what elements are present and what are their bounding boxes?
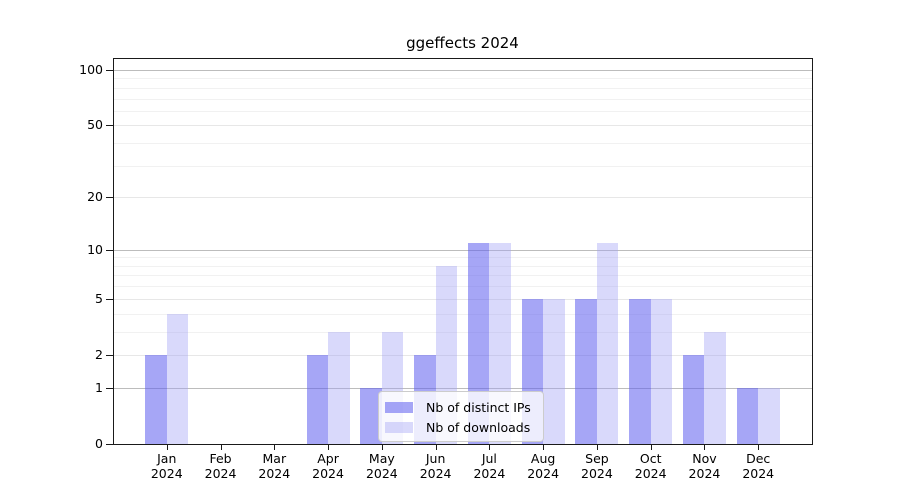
x-tick-label: Aug 2024 bbox=[503, 451, 583, 481]
x-tick-label: Oct 2024 bbox=[611, 451, 691, 481]
x-tick-year: 2024 bbox=[204, 466, 237, 481]
y-tick-label: 100 bbox=[79, 62, 103, 77]
x-tick-month: Dec bbox=[746, 451, 771, 466]
y-tick-label: 20 bbox=[87, 189, 103, 205]
gridline bbox=[113, 298, 812, 300]
bar-distinct-ips bbox=[360, 387, 382, 444]
legend-item-distinct-ips: Nb of distinct IPs bbox=[385, 397, 535, 417]
x-tick-label: Mar 2024 bbox=[234, 451, 314, 481]
y-tick-label: 10 bbox=[87, 241, 103, 257]
legend: Nb of distinct IPs Nb of downloads bbox=[378, 391, 544, 442]
minor-gridline bbox=[113, 165, 812, 167]
bar-distinct-ips bbox=[306, 354, 329, 444]
y-tick-mark bbox=[106, 444, 113, 445]
legend-swatch-distinct-ips-icon bbox=[385, 401, 413, 413]
y-tick-mark bbox=[106, 197, 113, 199]
x-tick-label: Feb 2024 bbox=[181, 451, 261, 481]
x-tick-month: Jul bbox=[481, 451, 497, 466]
y-tick-label: 5 bbox=[95, 290, 103, 306]
legend-label-distinct-ips: Nb of distinct IPs bbox=[426, 399, 531, 415]
minor-gridline bbox=[113, 331, 812, 333]
y-tick-label: 0 bbox=[95, 436, 103, 451]
x-tick-year: 2024 bbox=[419, 466, 452, 481]
legend-item-downloads: Nb of downloads bbox=[385, 417, 535, 437]
bar-downloads bbox=[543, 298, 565, 444]
legend-swatch-downloads-icon bbox=[385, 421, 413, 433]
x-tick-month: May bbox=[368, 451, 395, 466]
x-tick-year: 2024 bbox=[258, 466, 291, 481]
y-tick-mark bbox=[106, 298, 113, 300]
bar-distinct-ips bbox=[736, 387, 759, 444]
chart-title: ggeffects 2024 bbox=[406, 34, 519, 52]
bar-downloads bbox=[650, 298, 673, 444]
y-tick-mark bbox=[106, 70, 113, 71]
bar-downloads bbox=[704, 331, 726, 444]
minor-gridline bbox=[113, 143, 812, 145]
bar-distinct-ips bbox=[575, 298, 597, 444]
x-tick-year: 2024 bbox=[473, 466, 506, 481]
x-tick-year: 2024 bbox=[312, 466, 344, 481]
x-tick-label: Jun 2024 bbox=[396, 451, 476, 481]
x-tick-label: Nov 2024 bbox=[664, 451, 744, 481]
x-tick-month: Apr bbox=[317, 451, 339, 466]
bar-downloads bbox=[166, 313, 189, 444]
minor-gridline bbox=[113, 78, 812, 80]
gridline bbox=[113, 354, 812, 356]
x-tick-year: 2024 bbox=[150, 466, 183, 481]
x-tick-month: Feb bbox=[209, 451, 232, 466]
spine-right bbox=[812, 58, 813, 445]
bar-downloads bbox=[596, 242, 619, 444]
x-tick-year: 2024 bbox=[365, 466, 398, 481]
y-tick-label: 50 bbox=[87, 117, 103, 133]
minor-gridline bbox=[113, 275, 812, 277]
minor-gridline bbox=[113, 87, 812, 89]
spine-top bbox=[113, 58, 813, 59]
y-tick-mark bbox=[106, 249, 113, 251]
x-tick-year: 2024 bbox=[581, 466, 613, 481]
major-gridline bbox=[113, 249, 812, 251]
x-tick-month: Aug bbox=[530, 451, 556, 466]
x-tick-label: Apr 2024 bbox=[288, 451, 368, 481]
x-tick-month: Oct bbox=[639, 451, 662, 466]
minor-gridline bbox=[113, 257, 812, 259]
bar-distinct-ips bbox=[145, 354, 167, 444]
x-tick-month: Mar bbox=[262, 451, 287, 466]
y-tick-mark bbox=[106, 387, 113, 389]
y-tick-mark bbox=[106, 125, 113, 127]
major-gridline bbox=[113, 70, 812, 71]
minor-gridline bbox=[113, 313, 812, 315]
x-tick-month: Jan bbox=[157, 451, 177, 466]
x-tick-month: Nov bbox=[692, 451, 717, 466]
x-tick-label: Dec 2024 bbox=[718, 451, 798, 481]
x-tick-label: Jul 2024 bbox=[449, 451, 529, 481]
x-tick-year: 2024 bbox=[527, 466, 560, 481]
major-gridline bbox=[113, 387, 812, 389]
bar-distinct-ips bbox=[629, 298, 651, 444]
legend-label-downloads: Nb of downloads bbox=[426, 419, 531, 435]
spine-left bbox=[113, 58, 114, 445]
x-tick-month: Sep bbox=[585, 451, 609, 466]
x-tick-label: Jan 2024 bbox=[127, 451, 207, 481]
minor-gridline bbox=[113, 286, 812, 288]
bar-downloads bbox=[758, 387, 780, 444]
minor-gridline bbox=[113, 110, 812, 112]
y-tick-mark bbox=[106, 354, 113, 356]
bar-downloads bbox=[328, 331, 350, 444]
plot-area bbox=[113, 58, 812, 444]
x-tick-year: 2024 bbox=[742, 466, 775, 481]
minor-gridline bbox=[113, 265, 812, 267]
gridline bbox=[113, 197, 812, 199]
x-tick-year: 2024 bbox=[634, 466, 667, 481]
x-tick-label: Sep 2024 bbox=[557, 451, 637, 481]
x-tick-month: Jun bbox=[425, 451, 446, 466]
spine-bottom bbox=[113, 444, 813, 445]
y-tick-label: 2 bbox=[95, 346, 103, 362]
x-tick-year: 2024 bbox=[688, 466, 721, 481]
x-tick-label: May 2024 bbox=[342, 451, 422, 481]
gridline bbox=[113, 125, 812, 127]
bar-distinct-ips bbox=[682, 354, 705, 444]
y-tick-label: 1 bbox=[95, 379, 103, 395]
minor-gridline bbox=[113, 98, 812, 100]
